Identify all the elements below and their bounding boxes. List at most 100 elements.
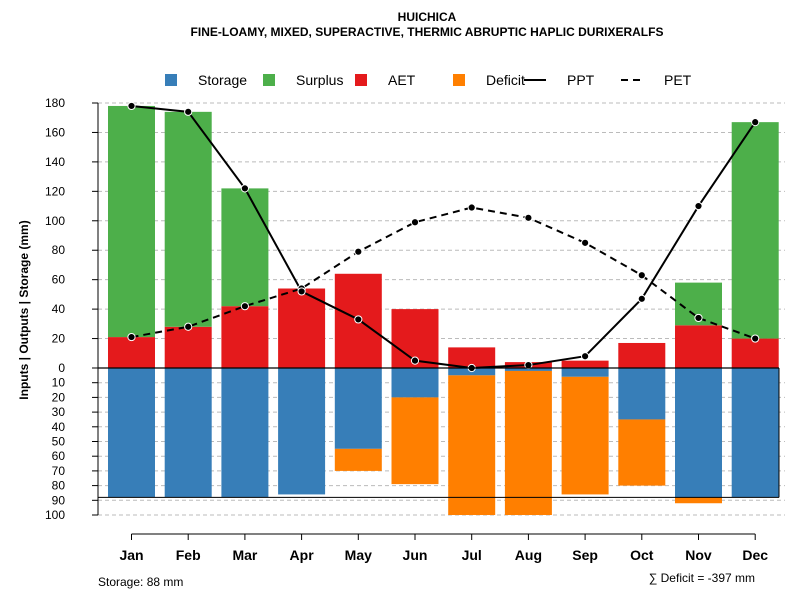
legend-label: Surplus xyxy=(296,72,343,88)
pet-point xyxy=(127,332,136,342)
legend-label: Deficit xyxy=(486,72,525,88)
storage-bar xyxy=(278,368,326,495)
x-tick-label: Apr xyxy=(290,547,315,563)
deficit-bar xyxy=(675,497,722,504)
x-tick-label: Sep xyxy=(572,547,598,563)
ppt-point xyxy=(127,101,136,111)
pet-point xyxy=(637,271,646,280)
aet-bar xyxy=(278,288,326,368)
pet-point xyxy=(694,313,703,323)
x-tick-label: Jun xyxy=(403,547,428,563)
aet-bar xyxy=(618,342,666,368)
surplus-bar xyxy=(731,122,779,339)
deficit-bar xyxy=(504,370,552,515)
ppt-point xyxy=(751,118,760,127)
y-tick-label: 10 xyxy=(52,376,66,390)
pet-point xyxy=(240,302,249,311)
deficit-bar xyxy=(448,375,496,515)
surplus-bar xyxy=(164,111,212,327)
x-tick-label: May xyxy=(345,547,372,563)
y-tick-label: 80 xyxy=(52,243,66,257)
y-tick-label: 90 xyxy=(52,493,66,507)
ppt-point xyxy=(240,184,249,193)
y-tick-label: 0 xyxy=(58,361,65,375)
pet-point xyxy=(467,203,476,212)
ppt-point xyxy=(354,315,363,324)
x-tick-label: Nov xyxy=(685,547,712,563)
y-tick-label: 30 xyxy=(52,405,66,419)
x-tick-label: Oct xyxy=(630,547,654,563)
ppt-point xyxy=(637,294,646,303)
pet-point xyxy=(524,213,533,222)
bars xyxy=(108,105,779,515)
y-tick-label: 100 xyxy=(45,508,65,522)
pet-point xyxy=(410,218,420,227)
storage-bar xyxy=(731,368,779,498)
y-axis-label: Inputs | Outputs | Storage (mm) xyxy=(17,220,31,399)
pet-point xyxy=(354,247,363,256)
deficit-bar xyxy=(391,397,439,485)
storage-footer: Storage: 88 mm xyxy=(98,575,183,589)
legend-swatch xyxy=(355,74,367,86)
x-tick-label: Dec xyxy=(742,547,768,563)
ppt-point xyxy=(297,287,306,296)
x-tick-label: Jan xyxy=(119,547,143,563)
storage-bar xyxy=(221,368,269,498)
storage-bar xyxy=(675,368,722,498)
y-tick-label: 50 xyxy=(52,435,66,449)
deficit-bar xyxy=(561,376,609,495)
deficit-footer: ∑ Deficit = -397 mm xyxy=(649,571,755,585)
deficit-bar xyxy=(334,448,382,471)
legend-label: Storage xyxy=(198,72,247,88)
series-lines xyxy=(127,101,760,373)
x-tick-label: Mar xyxy=(232,547,257,563)
ppt-point xyxy=(581,352,590,361)
x-tick-label: Feb xyxy=(176,547,201,563)
y-tick-label: 160 xyxy=(45,125,65,139)
x-tick-label: Aug xyxy=(515,547,542,563)
y-tick-label: 80 xyxy=(52,479,66,493)
aet-bar xyxy=(448,347,496,368)
y-tick-label: 120 xyxy=(45,184,65,198)
legend-label: AET xyxy=(388,72,416,88)
storage-bar xyxy=(334,368,382,449)
aet-bar xyxy=(675,325,722,368)
y-tick-label: 140 xyxy=(45,155,65,169)
pet-point xyxy=(751,334,760,343)
aet-bar xyxy=(164,326,212,368)
chart-title: HUICHICA xyxy=(398,10,457,24)
y-tick-label: 20 xyxy=(52,332,66,346)
axes: 0204060801001201401601801020304050607080… xyxy=(45,96,780,563)
storage-bar xyxy=(164,368,212,498)
pet-point xyxy=(581,238,590,247)
ppt-point xyxy=(524,360,533,370)
legend-swatch xyxy=(165,74,177,86)
aet-bar xyxy=(108,337,155,368)
legend-label: PPT xyxy=(567,72,595,88)
y-tick-label: 40 xyxy=(52,302,66,316)
y-tick-label: 60 xyxy=(52,449,66,463)
surplus-bar xyxy=(221,188,269,307)
aet-bar xyxy=(221,306,269,368)
y-tick-label: 60 xyxy=(52,273,66,287)
surplus-bar xyxy=(108,105,155,338)
storage-bar xyxy=(618,368,666,420)
gridlines xyxy=(98,102,785,516)
y-tick-label: 100 xyxy=(45,214,65,228)
storage-bar xyxy=(391,368,439,398)
legend-label: PET xyxy=(664,72,692,88)
legend-swatch xyxy=(263,74,275,86)
ppt-point xyxy=(410,356,420,365)
legend: Storage Surplus AET Deficit PPT PET xyxy=(165,72,692,88)
y-tick-label: 70 xyxy=(52,464,66,478)
y-tick-label: 180 xyxy=(45,96,65,110)
y-tick-label: 20 xyxy=(52,390,66,404)
legend-swatch xyxy=(453,74,465,86)
x-tick-label: Jul xyxy=(462,547,482,563)
aet-bar xyxy=(731,338,779,368)
storage-bar xyxy=(108,368,155,498)
storage-bar xyxy=(561,368,609,377)
aet-bar xyxy=(561,360,609,368)
ppt-line xyxy=(131,104,757,370)
